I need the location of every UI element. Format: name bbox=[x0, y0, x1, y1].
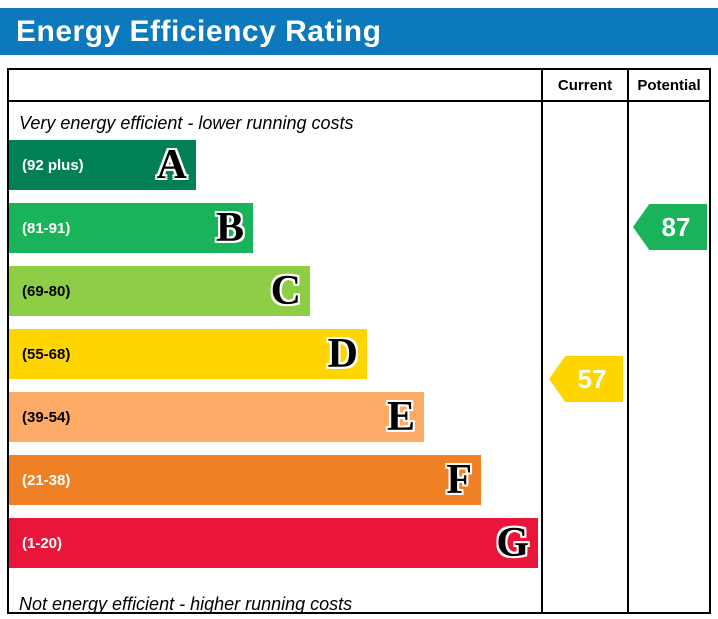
band-f-range: (21-38) bbox=[22, 471, 71, 489]
band-g-range: (1-20) bbox=[22, 534, 63, 552]
caption-bottom: Not energy efficient - higher running co… bbox=[19, 594, 353, 612]
band-c: (69-80) C bbox=[9, 266, 310, 316]
band-d-range: (55-68) bbox=[22, 345, 71, 363]
band-b-letter: B bbox=[215, 205, 244, 251]
current-rating-arrow: 57 bbox=[549, 356, 623, 402]
band-row: (81-91) B bbox=[9, 203, 541, 253]
potential-rating-value: 87 bbox=[661, 211, 691, 242]
band-f: (21-38) F bbox=[9, 455, 481, 505]
band-d: (55-68) D bbox=[9, 329, 367, 379]
band-e-letter: E bbox=[386, 394, 415, 440]
band-f-letter: F bbox=[446, 457, 472, 503]
band-c-range: (69-80) bbox=[22, 282, 71, 300]
band-row: (1-20) G bbox=[9, 518, 541, 568]
energy-efficiency-chart: Current Potential Very energy efficient … bbox=[7, 68, 711, 614]
band-row: (69-80) C bbox=[9, 266, 541, 316]
band-row: (21-38) F bbox=[9, 455, 541, 505]
current-column: 57 bbox=[541, 102, 627, 612]
band-a-letter: A bbox=[156, 142, 187, 188]
band-row: (55-68) D bbox=[9, 329, 541, 379]
bands-area: Very energy efficient - lower running co… bbox=[9, 102, 541, 612]
caption-top: Very energy efficient - lower running co… bbox=[19, 113, 354, 133]
potential-column-header: Potential bbox=[627, 70, 709, 102]
band-g: (1-20) G bbox=[9, 518, 538, 568]
band-e: (39-54) E bbox=[9, 392, 424, 442]
band-g-letter: G bbox=[496, 520, 529, 566]
current-column-header: Current bbox=[541, 70, 627, 102]
band-c-letter: C bbox=[270, 268, 301, 314]
band-row: (39-54) E bbox=[9, 392, 541, 442]
title-bar: Energy Efficiency Rating bbox=[0, 8, 718, 55]
band-a-range: (92 plus) bbox=[22, 156, 84, 174]
chart-grid: Current Potential Very energy efficient … bbox=[9, 70, 709, 612]
current-rating-value: 57 bbox=[577, 363, 607, 394]
page-title: Energy Efficiency Rating bbox=[16, 14, 382, 48]
band-b-range: (81-91) bbox=[22, 219, 71, 237]
potential-rating-arrow: 87 bbox=[633, 204, 707, 250]
band-e-range: (39-54) bbox=[22, 408, 71, 426]
band-a: (92 plus) A bbox=[9, 140, 196, 190]
header-spacer bbox=[9, 70, 541, 102]
band-b: (81-91) B bbox=[9, 203, 253, 253]
band-row: (92 plus) A bbox=[9, 140, 541, 190]
band-d-letter: D bbox=[327, 331, 358, 377]
potential-column: 87 bbox=[627, 102, 709, 612]
